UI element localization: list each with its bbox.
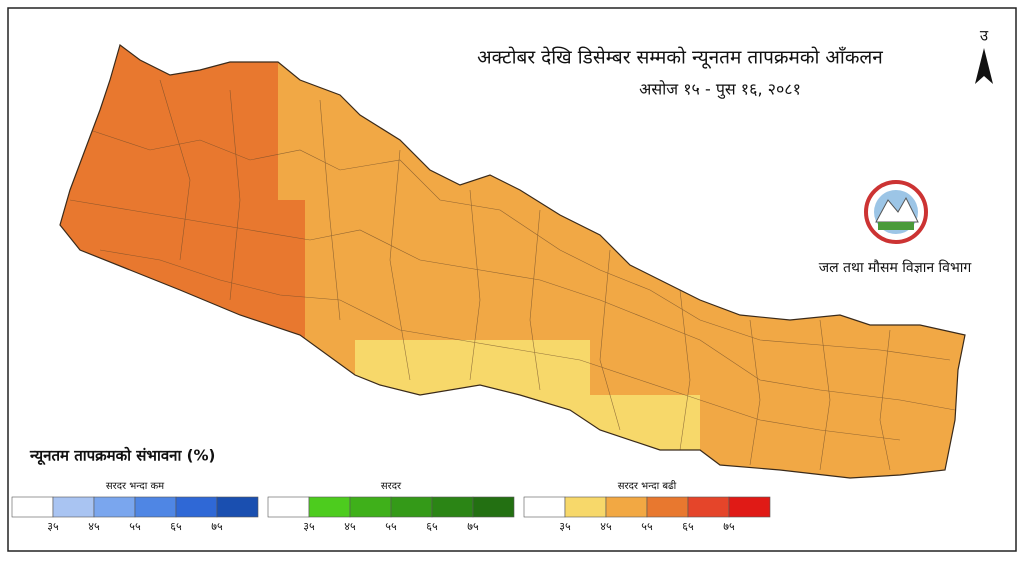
legend-swatch	[472, 496, 515, 518]
legend: सरदर भन्दा कम ३५ ४५ ५५ ६५ ७५ सरदर ३५ ४५ ५५ ६५ ७५ सरद…	[11, 480, 771, 533]
map-subtitle: असोज १५ - पुस १६, २०८१	[639, 80, 801, 100]
map-title: अक्टोबर देखि डिसेम्बर सम्मको न्यूनतम ताप…	[477, 46, 883, 70]
legend-swatch	[431, 496, 474, 518]
legend-tick-label: ५५	[641, 520, 653, 533]
legend-swatch	[646, 496, 689, 518]
legend-tick-label: ४५	[344, 520, 356, 533]
legend-title: न्यूनतम तापक्रमको संभावना (%)	[29, 447, 215, 466]
legend-swatch	[308, 496, 351, 518]
legend-swatch	[564, 496, 607, 518]
legend-swatch	[52, 496, 95, 518]
legend-tick-label: ७५	[723, 520, 735, 533]
emblem	[864, 180, 928, 244]
legend-swatch	[175, 496, 218, 518]
legend-swatch	[349, 496, 392, 518]
legend-tick-label: ५५	[385, 520, 397, 533]
legend-swatch	[605, 496, 648, 518]
legend-swatch	[687, 496, 730, 518]
legend-group-label: सरदर	[381, 481, 402, 492]
legend-tick-label: ३५	[559, 520, 571, 533]
zone-above-normal-65	[60, 45, 305, 345]
legend-swatch	[728, 496, 771, 518]
north-label: उ	[980, 27, 989, 45]
frame	[7, 7, 1017, 552]
legend-tick-label: ६५	[682, 520, 694, 533]
country-outline	[59, 43, 966, 479]
legend-tick-label: ४५	[600, 520, 612, 533]
legend-tick-label: ७५	[467, 520, 479, 533]
legend-group-label: सरदर भन्दा बढी	[618, 480, 677, 492]
north-arrow	[975, 48, 993, 84]
legend-swatch	[390, 496, 433, 518]
legend-swatch	[267, 496, 310, 518]
agency-name: जल तथा मौसम विज्ञान विभाग	[819, 259, 973, 276]
legend-tick-label: ६५	[170, 520, 182, 533]
legend-swatch	[93, 496, 136, 518]
legend-swatch	[216, 496, 259, 518]
legend-tick-label: ७५	[211, 520, 223, 533]
legend-tick-label: ३५	[47, 520, 59, 533]
legend-tick-label: ५५	[129, 520, 141, 533]
legend-swatch	[523, 496, 566, 518]
legend-tick-label: ४५	[88, 520, 100, 533]
legend-group-label: सरदर भन्दा कम	[106, 481, 165, 492]
district-lines	[69, 79, 956, 471]
legend-tick-label: ३५	[303, 520, 315, 533]
legend-swatch	[11, 496, 54, 518]
legend-swatch	[134, 496, 177, 518]
legend-tick-label: ६५	[426, 520, 438, 533]
